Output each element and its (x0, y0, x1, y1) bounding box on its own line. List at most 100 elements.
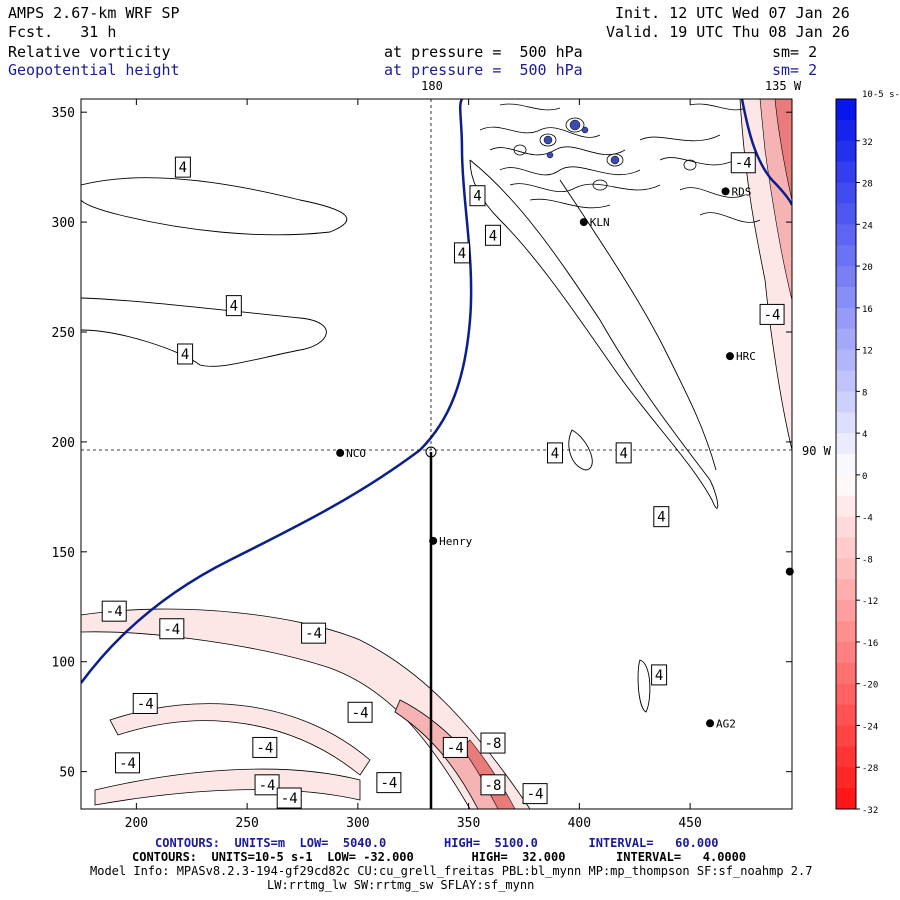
colorbar-tick-label: 8 (862, 388, 867, 398)
svg-text:AG2: AG2 (716, 717, 736, 730)
colorbar-swatch (836, 683, 856, 706)
contour-label: 4 (469, 185, 486, 207)
x-tick-label: 450 (678, 816, 701, 831)
svg-text:-4: -4 (527, 787, 544, 803)
svg-text:NCO: NCO (346, 447, 366, 460)
station-marker: AG2 (706, 717, 736, 730)
svg-text:HRC: HRC (736, 350, 756, 363)
contour-label: 4 (177, 343, 194, 365)
pos-vorticity-small-2 (637, 659, 651, 713)
svg-text:-4: -4 (352, 705, 369, 721)
colorbar-tick-label: 16 (862, 305, 873, 315)
neg-vorticity-band-inner (94, 768, 361, 806)
model-title: AMPS 2.67-km WRF SP (8, 4, 180, 22)
colorbar-swatch (836, 412, 856, 434)
plot-frame (80, 98, 793, 810)
x-tick-label: 250 (235, 816, 258, 831)
contour-label: -4 (301, 622, 327, 644)
pole-marker (425, 446, 437, 458)
contour-label: 4 (653, 506, 670, 528)
colorbar-swatch (836, 99, 856, 121)
colorbar-swatch (836, 600, 856, 622)
contour-label: 4 (547, 442, 563, 464)
field-height: Geopotential height (8, 61, 180, 79)
svg-text:4: 4 (619, 446, 627, 462)
colorbar-swatch (836, 704, 856, 726)
contour-label: -4 (101, 600, 127, 622)
colorbar-unit: 10-5 s-1 (862, 90, 900, 100)
pos-vorticity-small (568, 429, 593, 471)
y-tick-label: 50 (59, 766, 75, 781)
svg-text:-8: -8 (485, 736, 502, 752)
colorbar-swatch (836, 558, 856, 580)
contour-label: 4 (651, 664, 668, 686)
lon-135w-label: 135 W (765, 79, 802, 93)
contour-label: -4 (442, 736, 468, 758)
x-tick-label: 400 (568, 816, 591, 831)
svg-text:-4: -4 (259, 778, 276, 794)
colorbar-swatch (836, 662, 856, 685)
forecast-hour: Fcst. 31 h (8, 23, 117, 41)
contour-label: -8 (480, 774, 506, 796)
colorbar-swatch (836, 746, 856, 768)
colorbar-swatch (836, 621, 856, 643)
svg-text:4: 4 (655, 668, 663, 684)
svg-text:-4: -4 (380, 776, 397, 792)
pos-vorticity-contour-nw (81, 177, 348, 236)
station-marker: Henry (429, 535, 473, 548)
pos-vorticity-tongue (469, 159, 719, 509)
pos-vorticity-contour-west (81, 297, 327, 367)
colorbar-swatch (836, 119, 856, 142)
contour-label: -4 (159, 618, 185, 640)
lon-180-label: 180 (421, 79, 443, 93)
contour-label: 4 (453, 242, 470, 264)
svg-text:KLN: KLN (590, 216, 610, 229)
y-tick-label: 250 (52, 326, 75, 341)
y-tick-label: 150 (52, 546, 75, 561)
neg-vorticity-arc (109, 703, 371, 776)
station-marker: NCO (336, 447, 366, 460)
colorbar-swatch (836, 474, 856, 497)
height-contour-main (81, 99, 473, 684)
colorbar-swatch (836, 537, 856, 559)
valid-time: Valid. 19 UTC Thu 08 Jan 26 (606, 23, 850, 41)
colorbar-swatch (836, 641, 856, 664)
x-tick-label: 300 (346, 816, 369, 831)
colorbar-tick-label: 12 (862, 347, 873, 357)
contour-label: -4 (522, 783, 548, 805)
colorbar-swatch (836, 245, 856, 267)
field-vorticity: Relative vorticity (8, 43, 171, 61)
svg-text:-8: -8 (485, 778, 502, 794)
svg-text:-4: -4 (764, 307, 781, 323)
vorticity-max-blobs (543, 119, 620, 165)
colorbar-tick-label: 32 (862, 138, 873, 148)
contour-label: -4 (254, 774, 280, 796)
colorbar-swatch (836, 767, 856, 789)
svg-text:-4: -4 (106, 604, 123, 620)
footer-contours-height: CONTOURS: UNITS=m LOW= 5040.0 HIGH= 5100… (155, 836, 719, 850)
svg-text:4: 4 (179, 160, 187, 176)
svg-text:-4: -4 (281, 791, 298, 807)
colorbar-tick-label: -12 (862, 597, 878, 607)
svg-text:4: 4 (181, 347, 189, 363)
colorbar-tick-label: -28 (862, 764, 878, 774)
svg-text:Henry: Henry (439, 535, 472, 548)
svg-text:-4: -4 (256, 740, 273, 756)
pos-vorticity-tongue-2 (559, 179, 717, 471)
contour-label: 4 (484, 224, 501, 246)
contour-label: -4 (376, 772, 402, 794)
pos-vorticity-clutter (479, 103, 761, 223)
station-marker: RDS (721, 185, 751, 198)
colorbar-tick-label: -4 (862, 514, 873, 524)
height-contour-east (740, 99, 792, 206)
colorbar-tick-label: 4 (862, 430, 867, 440)
colorbar-swatch (836, 140, 856, 163)
colorbar-swatch (836, 161, 856, 184)
svg-text:-4: -4 (305, 626, 322, 642)
colorbar-swatch (836, 224, 856, 246)
colorbar-swatch (836, 370, 856, 392)
contour-label: -4 (730, 152, 756, 174)
contour-label: -4 (115, 752, 141, 774)
x-tick-label: 350 (457, 816, 480, 831)
